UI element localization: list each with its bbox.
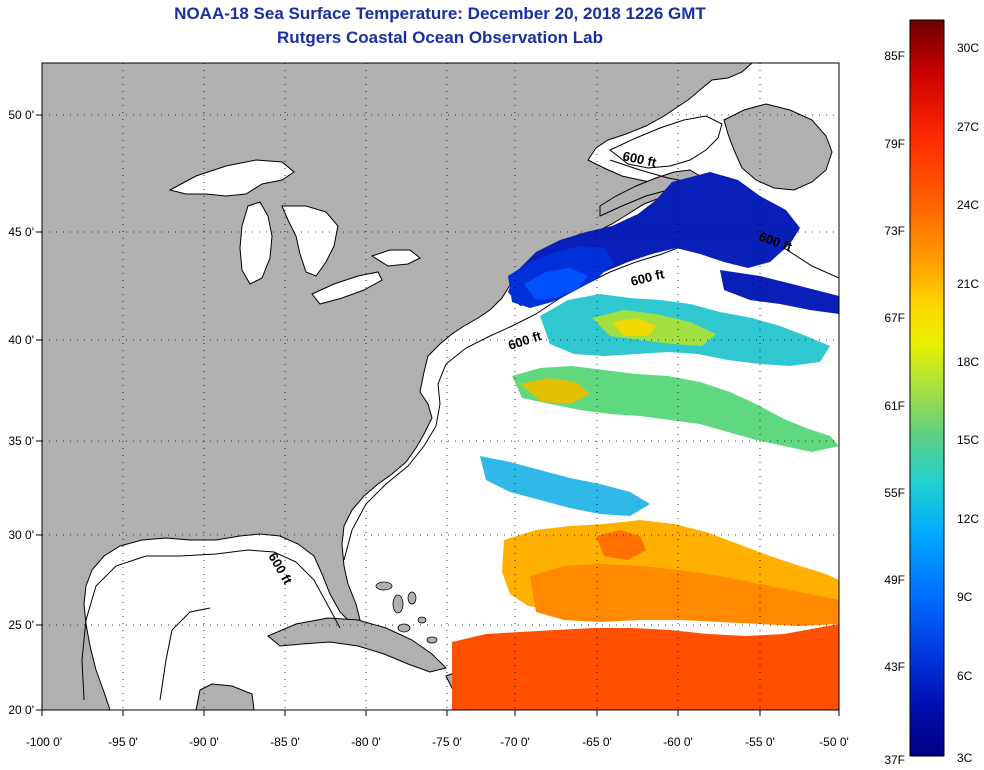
north-america-land [42, 63, 753, 710]
colorbar-f-label: 43F [884, 660, 905, 674]
colorbar [909, 19, 945, 757]
lon-tick-label: -55 0' [745, 735, 775, 749]
colorbar-f-label: 73F [884, 224, 905, 238]
sst-cold-region [508, 172, 839, 314]
colorbar-c-label: 12C [957, 512, 979, 526]
colorbar-f-label: 79F [884, 137, 905, 151]
lake-huron [281, 205, 339, 277]
isobath-label: 600 ft [621, 148, 658, 170]
colorbar-c-label: 9C [957, 590, 973, 604]
colorbar-f-label: 85F [884, 49, 905, 63]
lake-erie [311, 271, 383, 305]
colorbar-f-labels: 85F 79F 73F 67F 61F 55F 49F 43F 37F [884, 49, 905, 767]
colorbar-f-label: 49F [884, 573, 905, 587]
lon-tick-label: -95 0' [108, 735, 138, 749]
latitude-labels: 50 0' 45 0' 40 0' 35 0' 30 0' 25 0' 20 0… [8, 108, 34, 717]
lon-tick-label: -50 0' [819, 735, 849, 749]
colorbar-c-label: 27C [957, 120, 979, 134]
axis-ticks [36, 114, 840, 716]
colorbar-c-label: 30C [957, 41, 979, 55]
map-subtitle: Rutgers Coastal Ocean Observation Lab [277, 28, 603, 47]
lon-tick-label: -60 0' [663, 735, 693, 749]
colorbar-c-label: 18C [957, 355, 979, 369]
lat-tick-label: 20 0' [8, 703, 34, 717]
longitude-labels: -100 0' -95 0' -90 0' -85 0' -80 0' -75 … [26, 735, 849, 749]
sst-warm-region [452, 520, 839, 710]
lat-tick-label: 35 0' [8, 434, 34, 448]
sst-gulf-stream-region [480, 294, 839, 516]
lon-tick-label: -80 0' [351, 735, 381, 749]
lat-tick-label: 30 0' [8, 528, 34, 542]
colorbar-c-label: 21C [957, 277, 979, 291]
colorbar-c-label: 15C [957, 433, 979, 447]
lon-tick-label: -65 0' [582, 735, 612, 749]
colorbar-c-label: 3C [957, 751, 973, 765]
map-frame [41, 62, 840, 711]
bahamas-islands [375, 581, 438, 644]
lon-tick-label: -85 0' [270, 735, 300, 749]
colorbar-f-label: 61F [884, 399, 905, 413]
lon-tick-label: -100 0' [26, 735, 62, 749]
colorbar-c-label: 6C [957, 669, 973, 683]
graticule [42, 63, 839, 710]
colorbar-f-label: 37F [884, 753, 905, 767]
cuba-land [267, 617, 447, 673]
newfoundland-land [723, 103, 833, 191]
lat-tick-label: 40 0' [8, 333, 34, 347]
colorbar-c-label: 24C [957, 198, 979, 212]
lat-tick-label: 45 0' [8, 225, 34, 239]
map-title: NOAA-18 Sea Surface Temperature: Decembe… [174, 4, 706, 23]
yucatan-land [195, 683, 255, 710]
lon-tick-label: -75 0' [432, 735, 462, 749]
lon-tick-label: -90 0' [189, 735, 219, 749]
gulf-st-lawrence-water [609, 115, 723, 169]
colorbar-f-label: 55F [884, 486, 905, 500]
lat-tick-label: 25 0' [8, 618, 34, 632]
colorbar-f-label: 67F [884, 311, 905, 325]
colorbar-c-labels: 30C 27C 24C 21C 18C 15C 12C 9C 6C 3C [957, 41, 979, 765]
lat-tick-label: 50 0' [8, 108, 34, 122]
lake-superior [168, 159, 295, 197]
lake-ontario [370, 249, 421, 267]
lake-michigan [239, 201, 273, 285]
lon-tick-label: -70 0' [500, 735, 530, 749]
